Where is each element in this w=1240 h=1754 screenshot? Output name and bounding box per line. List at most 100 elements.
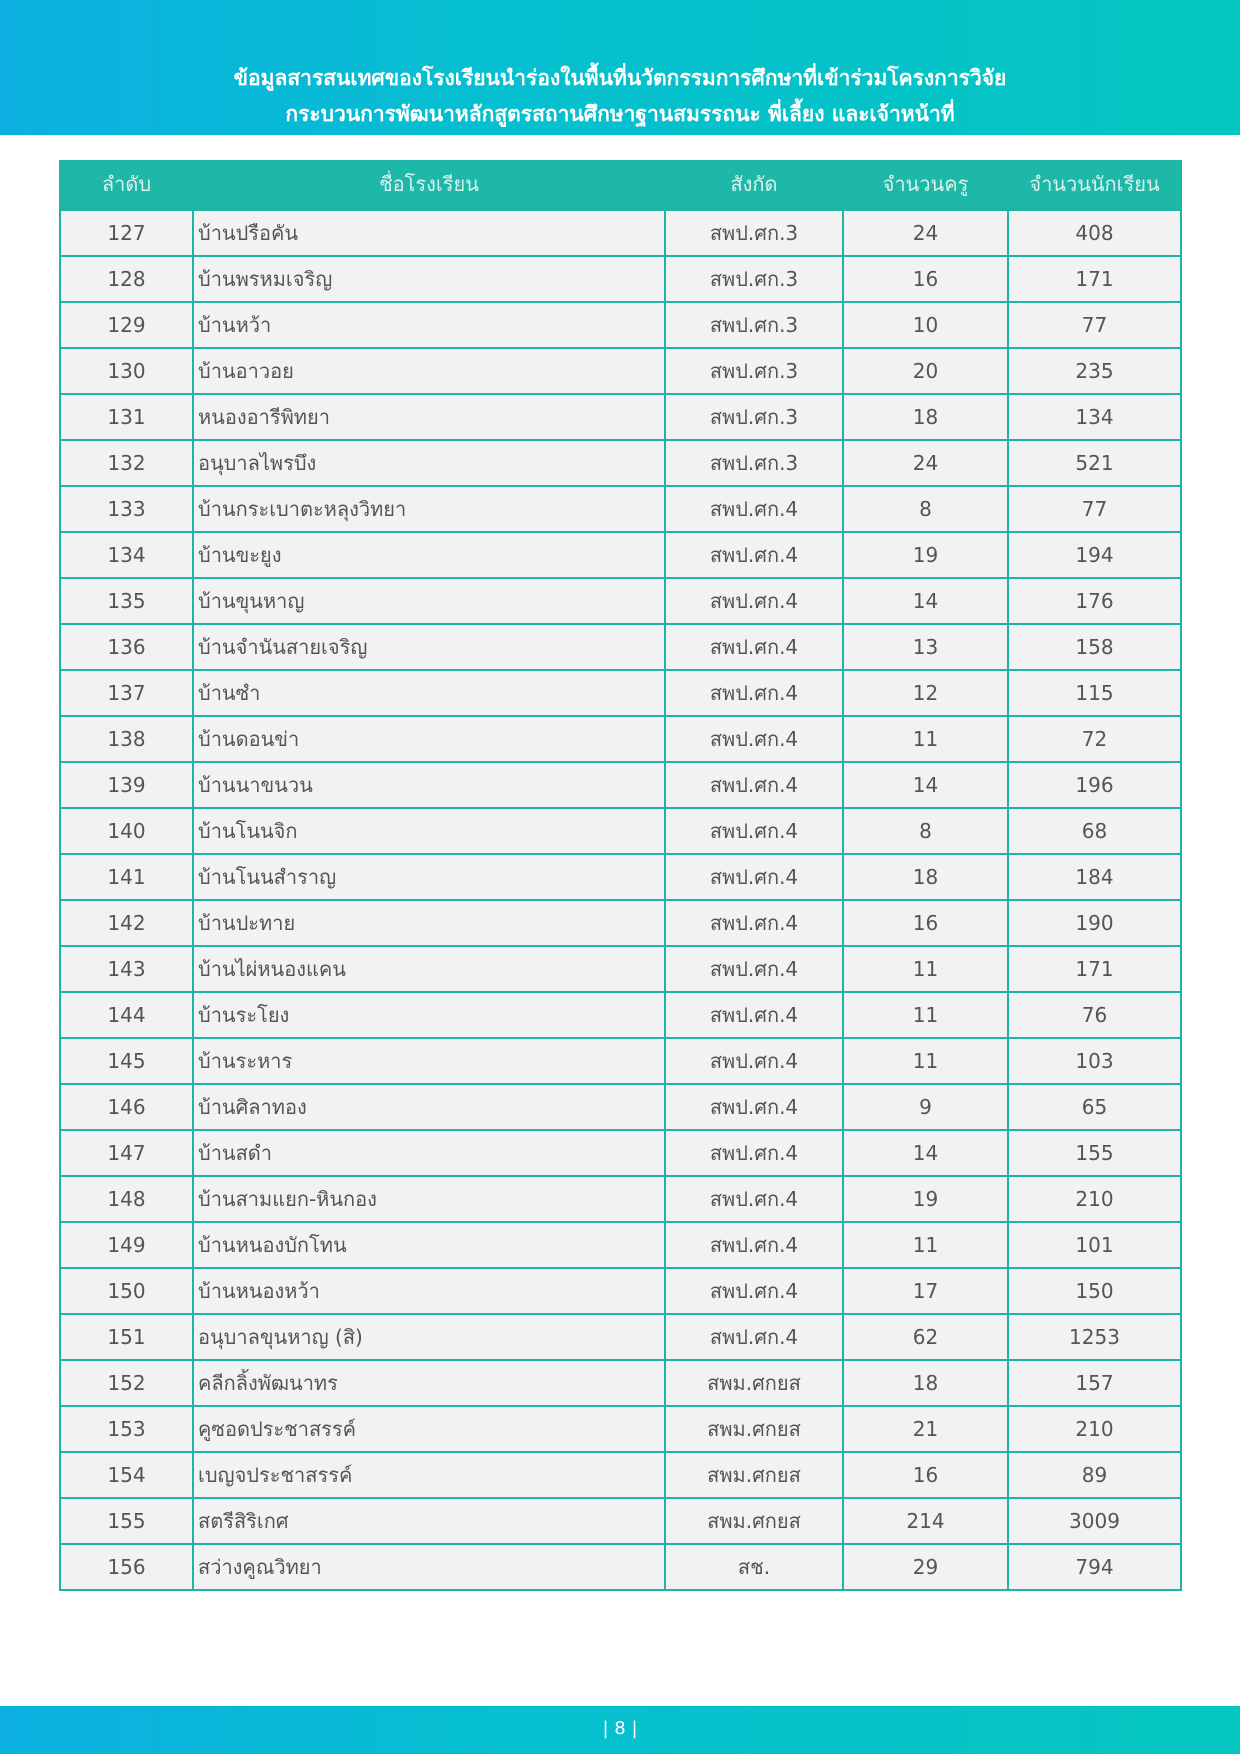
cell-affiliation: สพม.ศกยส	[664, 1497, 844, 1545]
cell-index: 143	[59, 945, 194, 993]
cell-students: 101	[1007, 1221, 1182, 1269]
cell-affiliation: สพป.ศก.4	[664, 485, 844, 533]
cell-affiliation: สพป.ศก.4	[664, 1037, 844, 1085]
cell-school-name: หนองอารีพิทยา	[192, 393, 666, 441]
cell-affiliation: สพป.ศก.4	[664, 853, 844, 901]
table-row: 152 คลีกลิ้งพัฒนาทร สพม.ศกยส 18 157	[59, 1359, 1182, 1407]
cell-index: 128	[59, 255, 194, 303]
table-row: 145 บ้านระหาร สพป.ศก.4 11 103	[59, 1037, 1182, 1085]
cell-teachers: 11	[842, 1221, 1009, 1269]
table-row: 146 บ้านศิลาทอง สพป.ศก.4 9 65	[59, 1083, 1182, 1131]
cell-affiliation: สพป.ศก.4	[664, 715, 844, 763]
cell-affiliation: สพม.ศกยส	[664, 1359, 844, 1407]
cell-teachers: 9	[842, 1083, 1009, 1131]
cell-school-name: บ้านสามแยก-หินกอง	[192, 1175, 666, 1223]
schools-table: ลำดับ ชื่อโรงเรียน สังกัด จำนวนครู จำนวนนักเ…	[59, 160, 1182, 1591]
cell-students: 184	[1007, 853, 1182, 901]
table-row: 154 เบญจประชาสรรค์ สพม.ศกยส 16 89	[59, 1451, 1182, 1499]
header-col-affiliation: สังกัด	[664, 160, 844, 211]
cell-students: 210	[1007, 1175, 1182, 1223]
cell-affiliation: สพป.ศก.4	[664, 807, 844, 855]
table-row: 144 บ้านระโยง สพป.ศก.4 11 76	[59, 991, 1182, 1039]
cell-affiliation: สพป.ศก.4	[664, 623, 844, 671]
cell-affiliation: สพป.ศก.4	[664, 531, 844, 579]
table-row: 133 บ้านกระเบาตะหลุงวิทยา สพป.ศก.4 8 77	[59, 485, 1182, 533]
cell-teachers: 29	[842, 1543, 1009, 1591]
table-row: 127 บ้านปรือคัน สพป.ศก.3 24 408	[59, 207, 1182, 257]
cell-index: 131	[59, 393, 194, 441]
table-row: 134 บ้านขะยูง สพป.ศก.4 19 194	[59, 531, 1182, 579]
cell-teachers: 62	[842, 1313, 1009, 1361]
cell-affiliation: สพม.ศกยส	[664, 1405, 844, 1453]
cell-school-name: บ้านจำนันสายเจริญ	[192, 623, 666, 671]
cell-affiliation: สพป.ศก.3	[664, 207, 844, 257]
table-row: 130 บ้านอาวอย สพป.ศก.3 20 235	[59, 347, 1182, 395]
table-row: 151 อนุบาลขุนหาญ (สิ) สพป.ศก.4 62 1253	[59, 1313, 1182, 1361]
cell-students: 235	[1007, 347, 1182, 395]
cell-index: 155	[59, 1497, 194, 1545]
cell-teachers: 12	[842, 669, 1009, 717]
table-row: 132 อนุบาลไพรบึง สพป.ศก.3 24 521	[59, 439, 1182, 487]
cell-students: 196	[1007, 761, 1182, 809]
cell-students: 190	[1007, 899, 1182, 947]
cell-index: 154	[59, 1451, 194, 1499]
cell-school-name: บ้านขะยูง	[192, 531, 666, 579]
cell-affiliation: สพป.ศก.4	[664, 1221, 844, 1269]
header-col-school-name: ชื่อโรงเรียน	[192, 160, 666, 211]
cell-index: 153	[59, 1405, 194, 1453]
cell-students: 171	[1007, 945, 1182, 993]
table-row: 148 บ้านสามแยก-หินกอง สพป.ศก.4 19 210	[59, 1175, 1182, 1223]
cell-affiliation: สพป.ศก.4	[664, 1313, 844, 1361]
cell-teachers: 18	[842, 393, 1009, 441]
cell-affiliation: สพป.ศก.4	[664, 1129, 844, 1177]
cell-affiliation: สช.	[664, 1543, 844, 1591]
cell-teachers: 14	[842, 577, 1009, 625]
cell-affiliation: สพป.ศก.4	[664, 761, 844, 809]
table-row: 138 บ้านดอนข่า สพป.ศก.4 11 72	[59, 715, 1182, 763]
cell-teachers: 24	[842, 207, 1009, 257]
header-col-teachers: จำนวนครู	[842, 160, 1009, 211]
cell-students: 3009	[1007, 1497, 1182, 1545]
cell-school-name: สว่างคูณวิทยา	[192, 1543, 666, 1591]
cell-school-name: บ้านอาวอย	[192, 347, 666, 395]
cell-school-name: บ้านระหาร	[192, 1037, 666, 1085]
cell-teachers: 18	[842, 1359, 1009, 1407]
cell-school-name: อนุบาลขุนหาญ (สิ)	[192, 1313, 666, 1361]
cell-school-name: บ้านระโยง	[192, 991, 666, 1039]
page-number: | 8 |	[602, 1718, 638, 1739]
table-row: 147 บ้านสดำ สพป.ศก.4 14 155	[59, 1129, 1182, 1177]
cell-teachers: 19	[842, 1175, 1009, 1223]
header-banner: ข้อมูลสารสนเทศของโรงเรียนนำร่องในพื้นที่…	[0, 0, 1240, 135]
cell-affiliation: สพป.ศก.4	[664, 945, 844, 993]
cell-teachers: 16	[842, 255, 1009, 303]
cell-index: 145	[59, 1037, 194, 1085]
cell-index: 137	[59, 669, 194, 717]
cell-teachers: 14	[842, 1129, 1009, 1177]
cell-school-name: เบญจประชาสรรค์	[192, 1451, 666, 1499]
table-row: 149 บ้านหนองบักโทน สพป.ศก.4 11 101	[59, 1221, 1182, 1269]
cell-students: 1253	[1007, 1313, 1182, 1361]
cell-school-name: บ้านพรหมเจริญ	[192, 255, 666, 303]
cell-students: 134	[1007, 393, 1182, 441]
cell-index: 140	[59, 807, 194, 855]
table-row: 128 บ้านพรหมเจริญ สพป.ศก.3 16 171	[59, 255, 1182, 303]
cell-students: 155	[1007, 1129, 1182, 1177]
table-body: 127 บ้านปรือคัน สพป.ศก.3 24 408 128 บ้านพรหมเจ…	[59, 207, 1182, 1591]
cell-index: 152	[59, 1359, 194, 1407]
cell-affiliation: สพป.ศก.4	[664, 1267, 844, 1315]
header-col-students: จำนวนนักเรียน	[1007, 160, 1182, 211]
cell-students: 77	[1007, 485, 1182, 533]
cell-index: 156	[59, 1543, 194, 1591]
cell-school-name: สตรีสิริเกศ	[192, 1497, 666, 1545]
cell-students: 158	[1007, 623, 1182, 671]
cell-school-name: บ้านปะทาย	[192, 899, 666, 947]
cell-teachers: 8	[842, 485, 1009, 533]
table-row: 139 บ้านนาขนวน สพป.ศก.4 14 196	[59, 761, 1182, 809]
cell-index: 141	[59, 853, 194, 901]
cell-teachers: 19	[842, 531, 1009, 579]
cell-school-name: บ้านโนนจิก	[192, 807, 666, 855]
cell-teachers: 21	[842, 1405, 1009, 1453]
cell-teachers: 24	[842, 439, 1009, 487]
cell-school-name: บ้านปรือคัน	[192, 207, 666, 257]
cell-affiliation: สพป.ศก.3	[664, 393, 844, 441]
